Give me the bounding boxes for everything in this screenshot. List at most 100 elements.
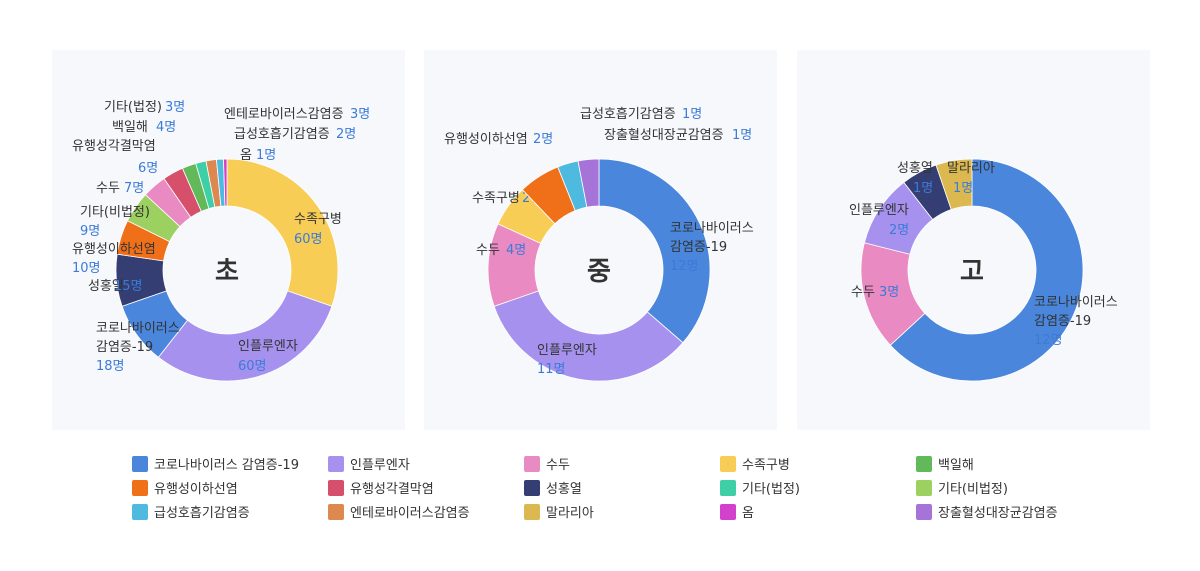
legend-item[interactable]: 기타(비법정) [916, 478, 1008, 497]
legend-item[interactable]: 말라리아 [524, 502, 594, 521]
slice-value-label: 1명 [732, 128, 752, 143]
legend-swatch [328, 479, 344, 496]
slice-0[interactable] [889, 158, 1084, 382]
slice-value-label: 6명 [138, 161, 158, 176]
slice-value-label: 1명 [256, 148, 276, 163]
slice-name-label: 감염증-19 [670, 240, 727, 255]
slice-name-label: 말라리아 [947, 161, 995, 176]
legend-swatch [132, 503, 148, 520]
legend-swatch [328, 455, 344, 472]
slice-name-label: 성홍열 [88, 279, 124, 294]
slice-name-label: 급성호흡기감염증 [234, 127, 330, 142]
slice-name-label: 엔테로바이러스감염증 [224, 107, 344, 122]
slice-name-label: 백일해 [112, 120, 148, 135]
slice-name-label: 수족구병 [294, 212, 342, 227]
slice-value-label: 12명 [1034, 333, 1063, 348]
slice-name-label: 수두 [96, 181, 120, 196]
legend-swatch [720, 455, 736, 472]
slice-name-label: 기타(법정) [104, 100, 162, 115]
slice-value-label: 1명 [913, 181, 933, 196]
slice-0[interactable] [598, 158, 711, 344]
legend-item[interactable]: 백일해 [916, 454, 974, 473]
slice-value-label: 2명 [336, 127, 356, 142]
legend-label: 유행성각결막염 [350, 482, 434, 497]
legend-swatch [916, 455, 932, 472]
slice-value-label: 9명 [80, 224, 100, 239]
legend-swatch [524, 455, 540, 472]
legend-swatch [720, 503, 736, 520]
slice-0[interactable] [226, 158, 339, 307]
slice-6[interactable] [577, 158, 600, 208]
legend-label: 인플루엔자 [350, 458, 410, 473]
slice-name-label: 코로나바이러스 [670, 221, 754, 236]
chart-panel-high: 코로나바이러스 감염증-19 12명 수두 3명 인플루엔자 2명 성홍열 1명 말라리아 1명 고 [797, 50, 1150, 430]
slice-1[interactable] [493, 290, 684, 382]
slice-value-label: 2명 [533, 132, 553, 147]
slice-name-label: 기타(비법정) [80, 205, 150, 220]
legend-item[interactable]: 수족구병 [720, 454, 790, 473]
slice-name-label: 수두 [851, 285, 875, 300]
legend-item[interactable]: 인플루엔자 [328, 454, 410, 473]
legend-label: 성홍열 [546, 482, 582, 497]
slice-name-label: 수두 [476, 243, 500, 258]
slice-name-label: 옴 [240, 148, 252, 163]
chart-center-title: 고 [960, 257, 984, 287]
legend-item[interactable]: 수두 [524, 454, 570, 473]
legend-label: 수두 [546, 458, 570, 473]
slice-name-label: 감염증-19 [96, 340, 153, 355]
slice-name-label: 코로나바이러스 [1034, 295, 1118, 310]
legend-swatch [524, 479, 540, 496]
slice-name-label: 인플루엔자 [849, 203, 909, 218]
legend-label: 급성호흡기감염증 [154, 506, 250, 521]
slice-1[interactable] [157, 290, 333, 382]
slice-value-label: 3명 [165, 100, 185, 115]
legend-label: 엔테로바이러스감염증 [350, 506, 470, 521]
slice-name-label: 수족구병 [472, 191, 520, 206]
slice-name-label: 장출혈성대장균감염증 [604, 128, 724, 143]
legend-label: 수족구병 [742, 458, 790, 473]
legend-label: 백일해 [938, 458, 974, 473]
slice-4[interactable] [935, 158, 973, 210]
slice-value-label: 1명 [953, 181, 973, 196]
legend-label: 기타(법정) [742, 482, 800, 497]
legend-swatch [720, 479, 736, 496]
legend-item[interactable]: 성홍열 [524, 478, 582, 497]
legend-swatch [132, 479, 148, 496]
slice-name-label: 유행성이하선염 [444, 131, 528, 147]
slice-12[interactable] [223, 158, 228, 207]
legend-swatch [916, 503, 932, 520]
legend-label: 기타(비법정) [938, 482, 1008, 497]
legend-item[interactable]: 유행성이하선염 [132, 478, 238, 497]
donut-chart-elementary: 수족구병60명인플루엔자60명코로나바이러스감염증-1918명성홍열15명유행성… [72, 100, 370, 382]
slice-value-label: 7명 [124, 181, 144, 196]
legend-item[interactable]: 장출혈성대장균감염증 [916, 502, 1058, 521]
legend-item[interactable]: 기타(법정) [720, 478, 800, 497]
legend-item[interactable]: 엔테로바이러스감염증 [328, 502, 470, 521]
slice-value-label: 3명 [879, 285, 899, 300]
chart-center-title: 초 [215, 257, 239, 287]
legend-label: 장출혈성대장균감염증 [938, 506, 1058, 521]
slice-name-label: 성홍열 [897, 161, 933, 176]
legend-label: 말라리아 [546, 506, 594, 521]
legend-item[interactable]: 옴 [720, 502, 754, 521]
legend-item[interactable]: 유행성각결막염 [328, 478, 434, 497]
legend-item[interactable]: 코로나바이러스 감염증-19 [132, 454, 299, 473]
slice-name-label: 유행성이하선염 [72, 241, 156, 257]
slice-value-label: 3명 [350, 107, 370, 122]
legend-swatch [132, 455, 148, 472]
slice-value-label: 60명 [294, 232, 323, 247]
slice-value-label: 11명 [537, 362, 566, 377]
slice-value-label: 4명 [506, 243, 526, 258]
legend-label: 옴 [742, 506, 754, 521]
chart-panel-elementary: 수족구병 60명 인플루엔자 60명 코로나바이러스 감염증-19 18명 성홍열 15명 유행성… [52, 50, 405, 430]
slice-name-label: 감염증-19 [1034, 314, 1091, 329]
slice-name-label: 급성호흡기감염증 [580, 107, 676, 122]
legend-swatch [916, 479, 932, 496]
legend-item[interactable]: 급성호흡기감염증 [132, 502, 250, 521]
slice-value-label: 12명 [670, 259, 699, 274]
legend-swatch [328, 503, 344, 520]
chart-center-title: 중 [587, 257, 611, 287]
